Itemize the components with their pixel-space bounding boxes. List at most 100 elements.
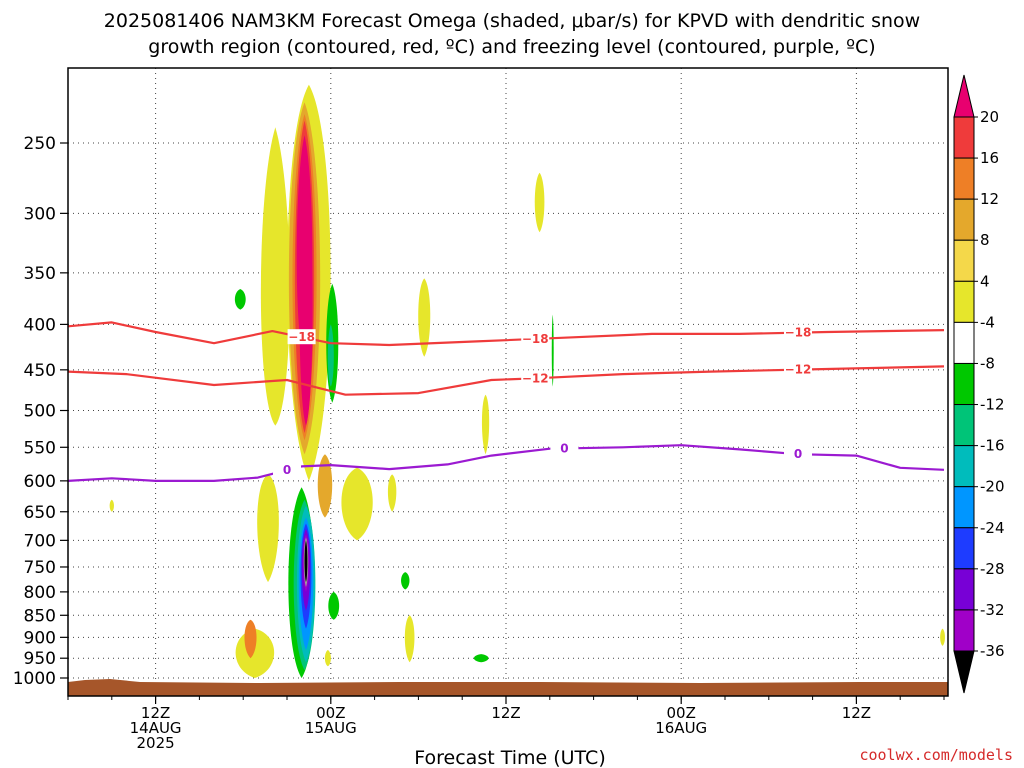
y-tick-label: 500: [24, 402, 56, 422]
y-tick-label: 350: [24, 264, 56, 284]
plot-area: [68, 68, 948, 696]
contour-lines: −18 −18 −18 −12 −12 0 0 0: [68, 321, 945, 482]
y-tick-label: 900: [24, 628, 56, 648]
x-tick-label: 00Z: [667, 704, 696, 722]
y-tick-label: 1000: [13, 669, 56, 689]
y-tick-label: 800: [24, 583, 56, 603]
omega-patch: [317, 454, 333, 518]
omega-patch: [327, 324, 334, 387]
colorbar-label: -16: [980, 437, 1005, 455]
colorbar-label: -4: [980, 313, 995, 331]
y-tick-label: 700: [24, 531, 56, 551]
contour-label-background: [521, 330, 550, 346]
contour-label: 0: [283, 463, 291, 477]
x-tick-label: 14AUG: [130, 719, 182, 737]
omega-patch: [304, 540, 308, 583]
omega-shading: [109, 84, 945, 678]
colorbar-top-arrow: [953, 74, 975, 118]
x-tick-label: 12Z: [141, 704, 170, 722]
colorbar-segment: [953, 198, 975, 241]
colorbar-segment: [953, 362, 975, 406]
y-tick-label: 850: [24, 606, 56, 626]
omega-patch: [473, 654, 489, 663]
omega-patch: [401, 572, 410, 590]
omega-patch: [534, 172, 545, 233]
colorbar-segment: [953, 527, 975, 570]
contour-label-background: [784, 361, 812, 377]
omega-patch: [940, 628, 945, 646]
colorbar-segment: [953, 609, 975, 652]
colorbar-label: -20: [980, 478, 1005, 496]
contour-label-background: [784, 324, 812, 340]
omega-patch: [299, 158, 313, 426]
chart-title-line-1: 2025081406 NAM3KM Forecast Omega (shaded…: [104, 10, 920, 32]
colorbar: 20 16 12 8 4 -4 -8 -12 -16 -20 -24 -28 -32 -36: [953, 74, 1005, 694]
contour-label: 0: [560, 441, 568, 455]
omega-patch: [418, 278, 431, 357]
colorbar-label: 12: [980, 190, 999, 208]
contour-label-background: [273, 462, 301, 478]
chart-title-line-2: growth region (contoured, red, ºC) and f…: [148, 36, 875, 58]
colorbar-segment: [953, 116, 975, 159]
omega-patch: [404, 615, 415, 663]
colorbar-label: 4: [980, 272, 990, 290]
colorbar-label: 20: [980, 108, 999, 126]
y-tick-label: 650: [24, 503, 56, 523]
x-tick-label: 00Z: [316, 704, 345, 722]
colorbar-label: -12: [980, 396, 1005, 414]
contour-label: −18: [785, 326, 812, 340]
x-tick-label: 15AUG: [305, 719, 357, 737]
contour-label: −12: [785, 363, 812, 377]
omega-patch: [387, 474, 397, 512]
colorbar-segment: [953, 404, 975, 447]
contour-line: [68, 365, 945, 396]
omega-patch: [551, 314, 554, 387]
colorbar-label: 8: [980, 231, 990, 249]
watermark-url: coolwx.com/models: [859, 746, 1013, 764]
plot-frame: [67, 67, 949, 697]
contour-label-background: [784, 446, 812, 462]
omega-patch: [260, 127, 290, 426]
omega-patch: [328, 591, 340, 620]
x-tick-label: 12Z: [842, 704, 871, 722]
contour-label-background: [521, 370, 550, 386]
colorbar-label: -24: [980, 519, 1005, 537]
y-tick-label: 250: [24, 134, 56, 154]
colorbar-label: -8: [980, 354, 995, 372]
omega-patch: [109, 499, 114, 512]
colorbar-segment: [953, 486, 975, 529]
colorbar-segment: [953, 321, 975, 364]
colorbar-segment: [953, 280, 975, 323]
x-tick-label: 12Z: [491, 704, 520, 722]
omega-patch: [324, 649, 331, 667]
y-tick-label: 300: [24, 204, 56, 224]
y-tick-label: 450: [24, 361, 56, 381]
omega-patch: [234, 289, 246, 310]
omega-patch: [244, 619, 257, 659]
y-tick-label: 550: [24, 438, 56, 458]
x-axis-title: Forecast Time (UTC): [414, 747, 605, 768]
colorbar-label: -28: [980, 560, 1005, 578]
contour-label-background: [287, 329, 316, 345]
colorbar-label: 16: [980, 149, 999, 167]
grid-lines: [68, 68, 948, 696]
y-tick-label: 400: [24, 315, 56, 335]
colorbar-label: -32: [980, 601, 1005, 619]
colorbar-label: -36: [980, 642, 1005, 660]
contour-label-background: [550, 440, 579, 456]
contour-line: [68, 321, 945, 347]
colorbar-bottom-arrow: [953, 650, 975, 694]
colorbar-segment: [953, 445, 975, 488]
colorbar-segment: [953, 239, 975, 282]
colorbar-segment: [953, 568, 975, 611]
y-tick-label: 750: [24, 558, 56, 578]
x-tick-label: 2025: [137, 734, 175, 752]
omega-patch: [257, 474, 279, 583]
contour-label: 0: [794, 447, 802, 461]
terrain-strip: [68, 679, 948, 696]
contour-label: −18: [288, 330, 315, 344]
y-tick-label: 950: [24, 649, 56, 669]
y-axis: 2503003504004505005506006507007508008509…: [13, 134, 68, 689]
